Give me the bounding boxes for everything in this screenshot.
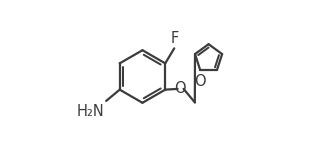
Text: O: O xyxy=(194,74,206,89)
Text: H₂N: H₂N xyxy=(76,104,104,119)
Text: O: O xyxy=(174,81,186,96)
Text: F: F xyxy=(171,31,179,46)
